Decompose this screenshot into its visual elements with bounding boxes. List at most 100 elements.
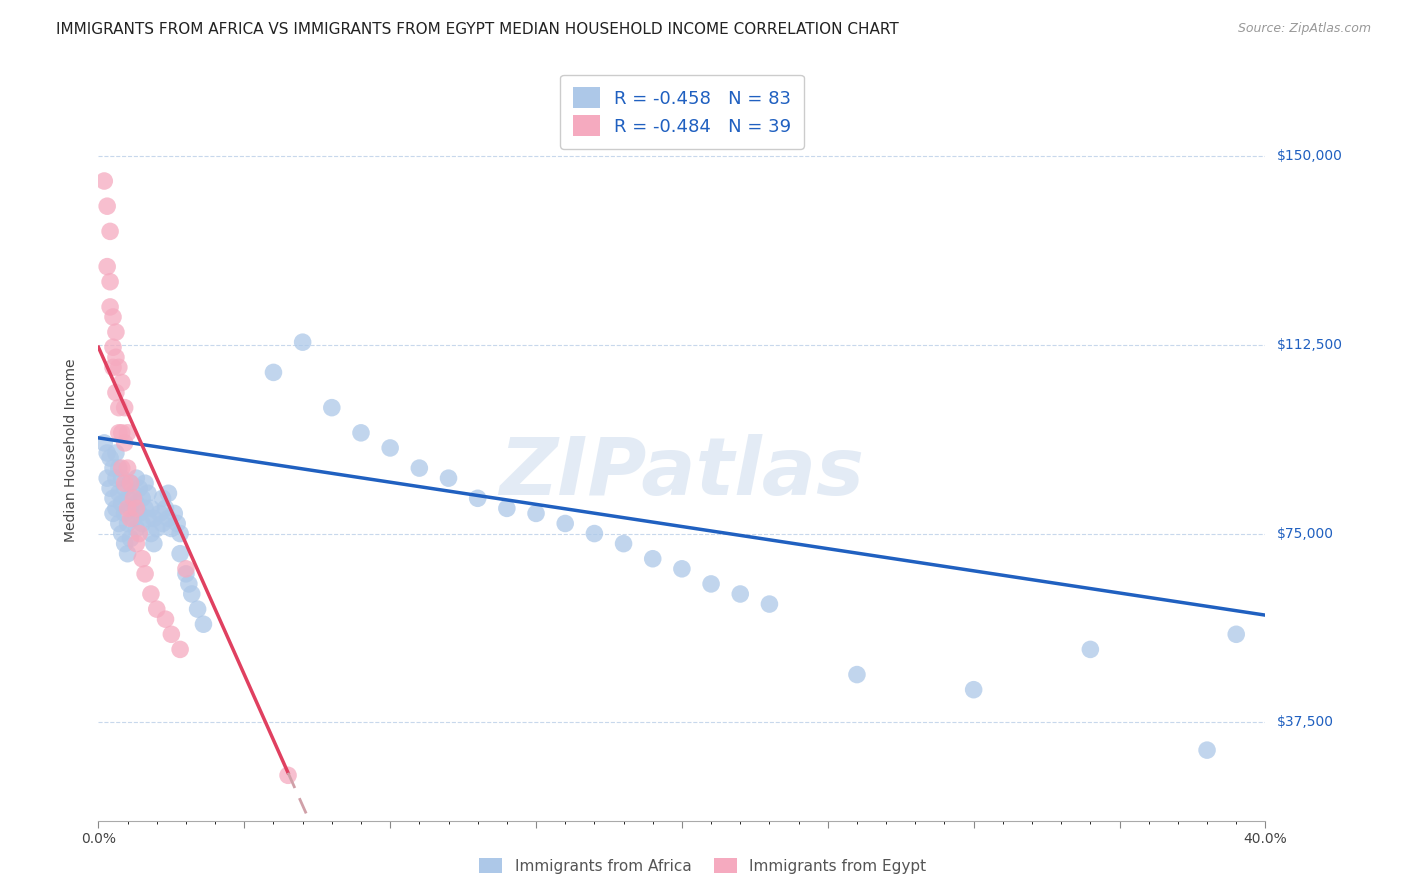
Point bbox=[146, 522, 169, 536]
Point bbox=[139, 587, 162, 601]
Point bbox=[104, 325, 127, 339]
Point bbox=[111, 526, 134, 541]
Point bbox=[101, 507, 124, 521]
Point bbox=[120, 476, 142, 491]
Point bbox=[467, 491, 489, 506]
Text: $75,000: $75,000 bbox=[1277, 526, 1333, 541]
Point bbox=[120, 532, 142, 546]
Point bbox=[96, 260, 118, 274]
Point bbox=[134, 476, 156, 491]
Point bbox=[155, 612, 177, 626]
Point bbox=[108, 401, 131, 415]
Point bbox=[117, 461, 139, 475]
Point bbox=[177, 577, 200, 591]
Point bbox=[152, 491, 174, 506]
Point bbox=[114, 507, 136, 521]
Point bbox=[157, 511, 180, 525]
Point bbox=[142, 511, 165, 525]
Point bbox=[122, 491, 145, 506]
Point bbox=[962, 682, 984, 697]
Point bbox=[108, 425, 131, 440]
Point bbox=[291, 335, 314, 350]
Point bbox=[122, 486, 145, 500]
Point bbox=[1080, 642, 1102, 657]
Point bbox=[117, 491, 139, 506]
Point bbox=[139, 526, 162, 541]
Point bbox=[134, 566, 156, 581]
Point bbox=[101, 461, 124, 475]
Point bbox=[187, 602, 209, 616]
Point bbox=[101, 360, 124, 375]
Point bbox=[163, 507, 186, 521]
Point bbox=[108, 360, 131, 375]
Point bbox=[93, 436, 115, 450]
Point bbox=[155, 501, 177, 516]
Point bbox=[169, 642, 191, 657]
Point bbox=[104, 385, 127, 400]
Point bbox=[125, 522, 148, 536]
Point bbox=[169, 547, 191, 561]
Point bbox=[128, 526, 150, 541]
Point bbox=[846, 667, 869, 681]
Point bbox=[554, 516, 576, 531]
Point bbox=[108, 461, 131, 475]
Point bbox=[612, 536, 634, 550]
Point bbox=[101, 340, 124, 354]
Point bbox=[583, 526, 606, 541]
Point bbox=[180, 587, 202, 601]
Point bbox=[98, 450, 121, 465]
Point bbox=[321, 401, 343, 415]
Point bbox=[125, 496, 148, 510]
Point bbox=[193, 617, 215, 632]
Point bbox=[134, 501, 156, 516]
Point bbox=[136, 486, 159, 500]
Point bbox=[96, 471, 118, 485]
Text: Source: ZipAtlas.com: Source: ZipAtlas.com bbox=[1237, 22, 1371, 36]
Point bbox=[93, 174, 115, 188]
Point bbox=[128, 481, 150, 495]
Point bbox=[114, 536, 136, 550]
Point bbox=[117, 516, 139, 531]
Point bbox=[152, 516, 174, 531]
Point bbox=[496, 501, 519, 516]
Point bbox=[174, 562, 197, 576]
Text: $37,500: $37,500 bbox=[1277, 715, 1333, 730]
Point bbox=[157, 486, 180, 500]
Point bbox=[131, 491, 153, 506]
Point bbox=[142, 536, 165, 550]
Point bbox=[104, 471, 127, 485]
Point bbox=[1225, 627, 1247, 641]
Point bbox=[149, 507, 172, 521]
Point bbox=[277, 768, 299, 782]
Point bbox=[160, 627, 183, 641]
Point bbox=[1195, 743, 1218, 757]
Point bbox=[262, 365, 284, 379]
Point bbox=[524, 507, 547, 521]
Point bbox=[128, 507, 150, 521]
Legend: R = -0.458   N = 83, R = -0.484   N = 39: R = -0.458 N = 83, R = -0.484 N = 39 bbox=[560, 75, 804, 149]
Point bbox=[101, 491, 124, 506]
Point bbox=[730, 587, 752, 601]
Point bbox=[380, 441, 402, 455]
Point bbox=[139, 501, 162, 516]
Point bbox=[96, 446, 118, 460]
Point bbox=[641, 551, 664, 566]
Y-axis label: Median Household Income: Median Household Income bbox=[63, 359, 77, 542]
Point bbox=[114, 401, 136, 415]
Point bbox=[114, 476, 136, 491]
Point bbox=[108, 486, 131, 500]
Point bbox=[104, 351, 127, 365]
Point bbox=[350, 425, 373, 440]
Point bbox=[136, 511, 159, 525]
Point bbox=[98, 224, 121, 238]
Point bbox=[96, 199, 118, 213]
Point bbox=[111, 471, 134, 485]
Point bbox=[111, 461, 134, 475]
Point bbox=[120, 511, 142, 525]
Point bbox=[104, 501, 127, 516]
Point bbox=[111, 425, 134, 440]
Point bbox=[117, 425, 139, 440]
Text: IMMIGRANTS FROM AFRICA VS IMMIGRANTS FROM EGYPT MEDIAN HOUSEHOLD INCOME CORRELAT: IMMIGRANTS FROM AFRICA VS IMMIGRANTS FRO… bbox=[56, 22, 898, 37]
Point bbox=[169, 526, 191, 541]
Point bbox=[98, 300, 121, 314]
